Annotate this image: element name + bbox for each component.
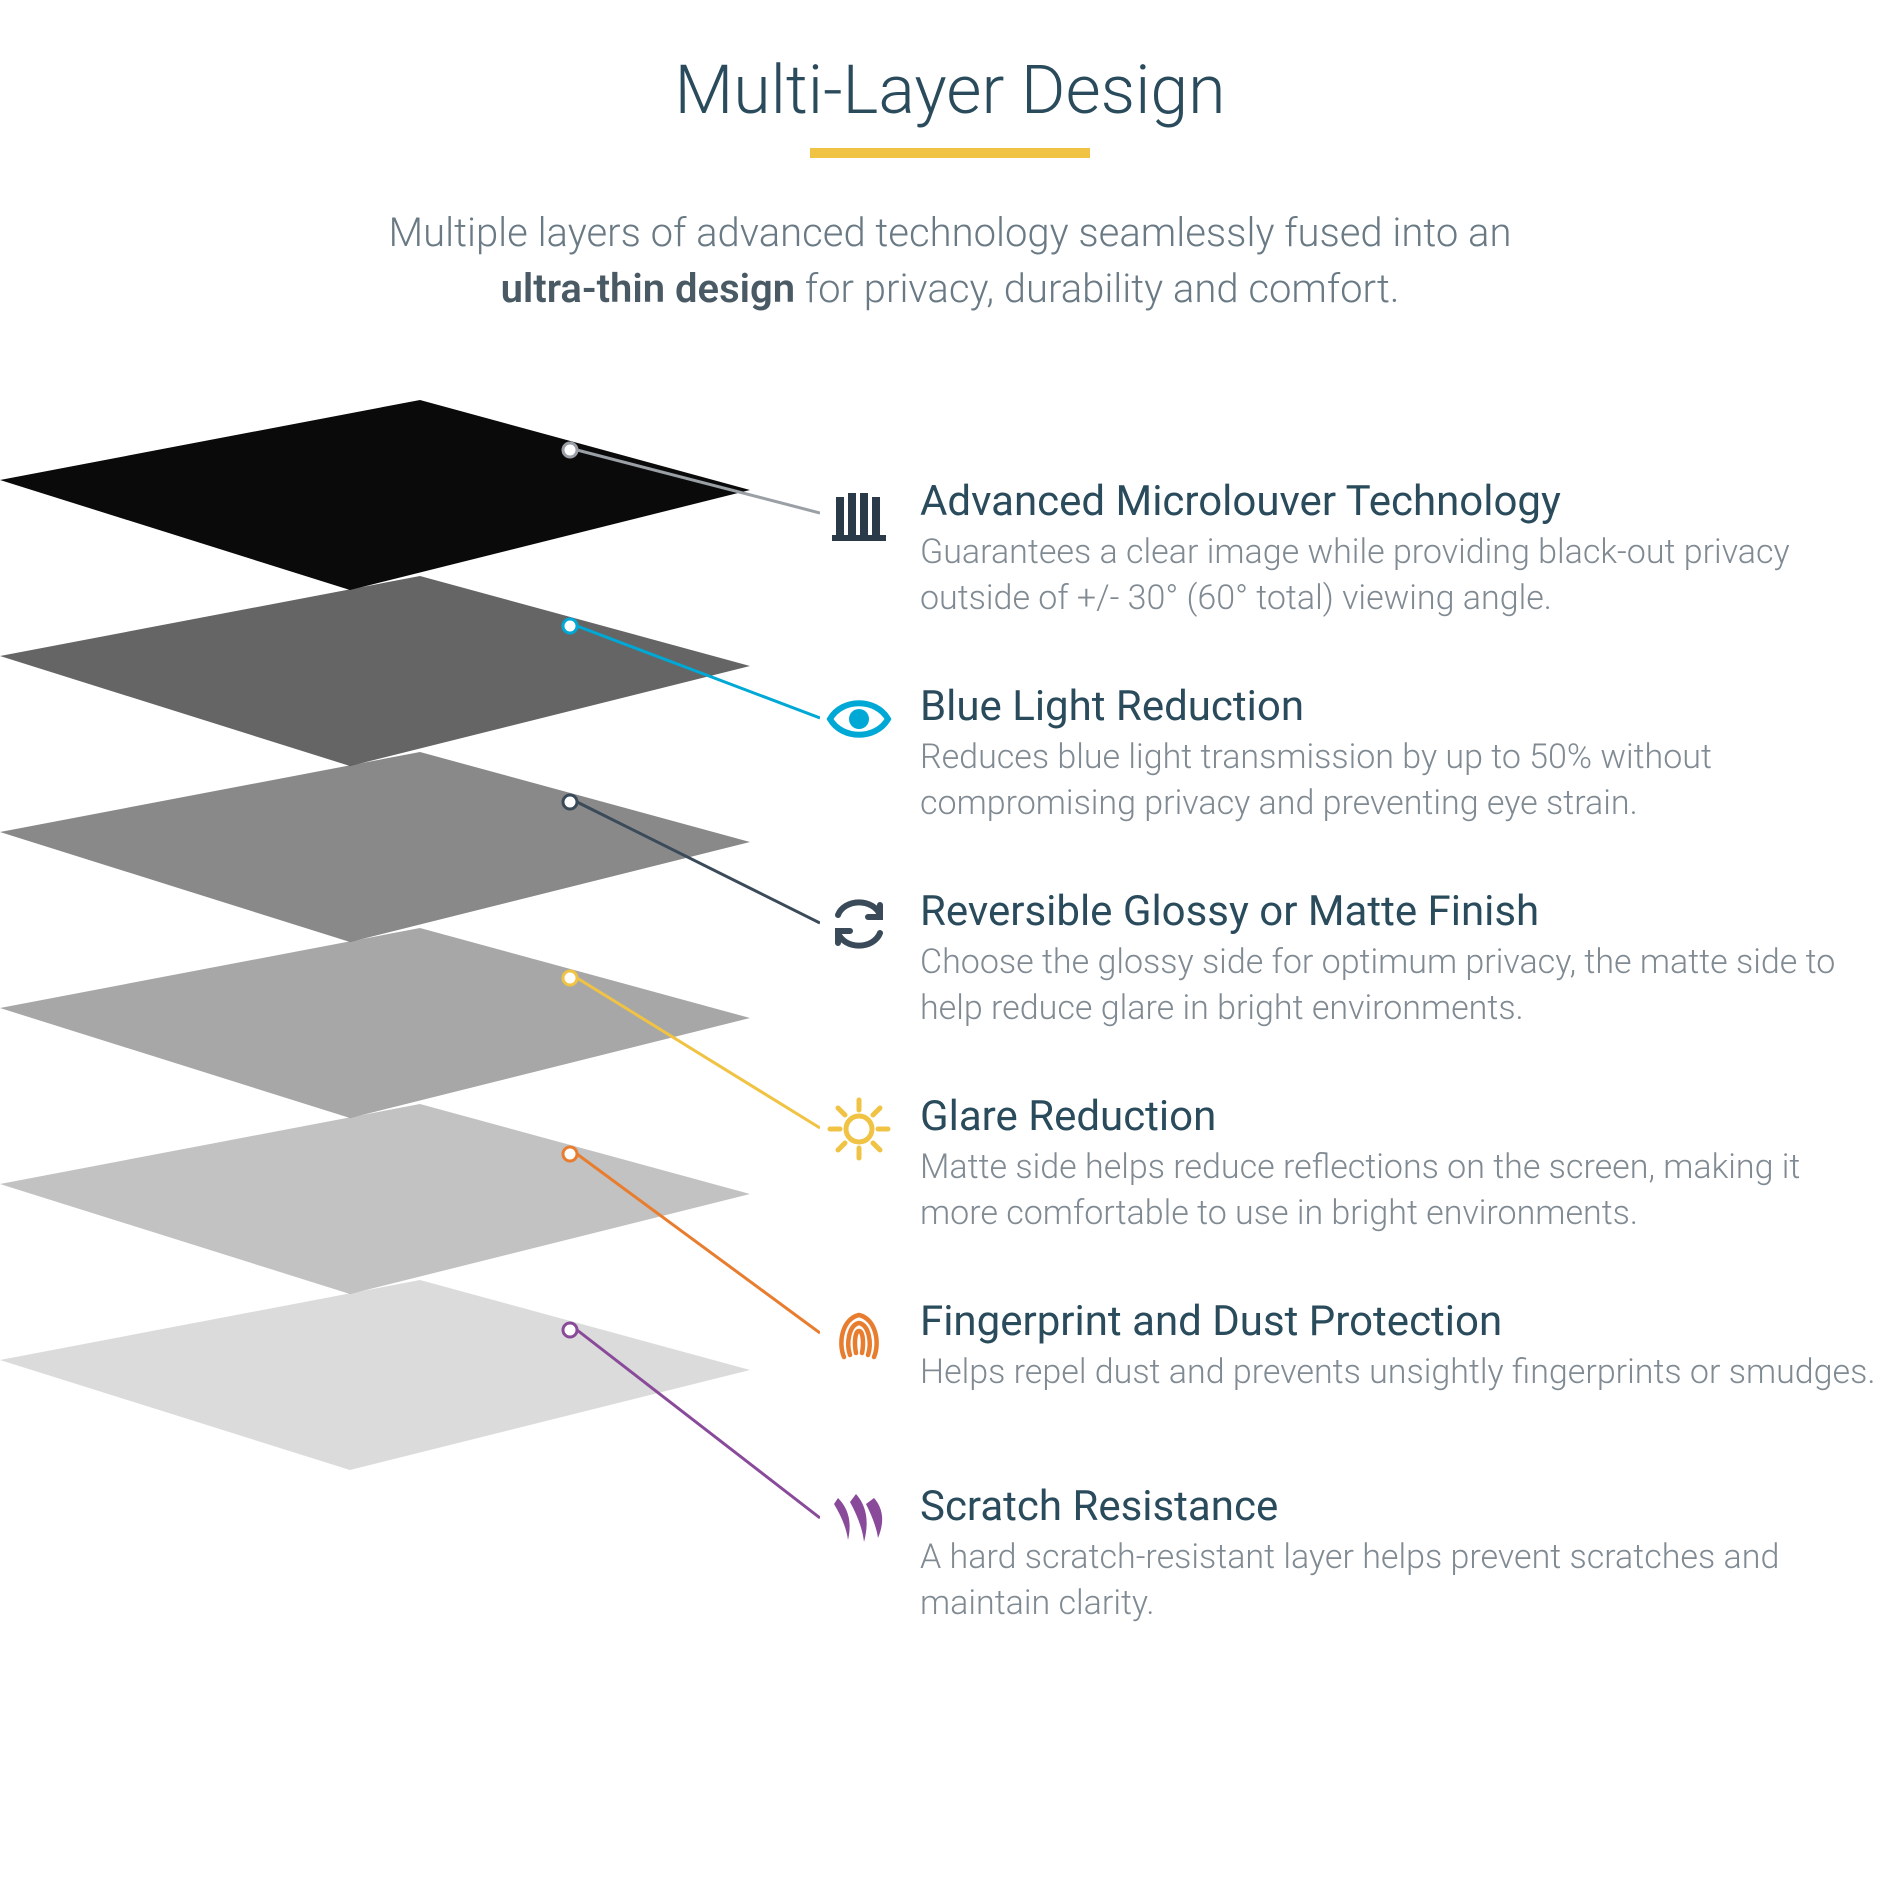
scratch-icon <box>820 1480 898 1558</box>
feature-title: Glare Reduction <box>920 1092 1880 1141</box>
feature-row: Fingerprint and Dust Protection Helps re… <box>820 1295 1880 1480</box>
reverse-icon <box>820 885 898 963</box>
microlouver-icon <box>820 475 898 553</box>
feature-title: Advanced Microlouver Technology <box>920 477 1880 526</box>
feature-column: Advanced Microlouver Technology Guarante… <box>820 475 1880 1675</box>
feature-desc: Reduces blue light transmission by up to… <box>920 735 1880 827</box>
feature-text: Reversible Glossy or Matte Finish Choose… <box>920 885 1880 1032</box>
fingerprint-icon <box>820 1295 898 1373</box>
title-underline <box>810 148 1090 158</box>
feature-desc: A hard scratch-resistant layer helps pre… <box>920 1535 1880 1627</box>
feature-desc: Helps repel dust and prevents unsightly … <box>920 1350 1880 1396</box>
subtitle-pre: Multiple layers of advanced technology s… <box>389 209 1512 256</box>
eye-icon <box>820 680 898 758</box>
feature-row: Glare Reduction Matte side helps reduce … <box>820 1090 1880 1295</box>
feature-title: Fingerprint and Dust Protection <box>920 1297 1880 1346</box>
feature-desc: Choose the glossy side for optimum priva… <box>920 940 1880 1032</box>
feature-title: Reversible Glossy or Matte Finish <box>920 887 1880 936</box>
feature-row: Blue Light Reduction Reduces blue light … <box>820 680 1880 885</box>
feature-text: Blue Light Reduction Reduces blue light … <box>920 680 1880 827</box>
feature-text: Advanced Microlouver Technology Guarante… <box>920 475 1880 622</box>
page-title: Multi-Layer Design <box>0 50 1900 130</box>
feature-desc: Matte side helps reduce reflections on t… <box>920 1145 1880 1237</box>
feature-row: Reversible Glossy or Matte Finish Choose… <box>820 885 1880 1090</box>
feature-text: Scratch Resistance A hard scratch-resist… <box>920 1480 1880 1627</box>
feature-title: Blue Light Reduction <box>920 682 1880 731</box>
feature-row: Scratch Resistance A hard scratch-resist… <box>820 1480 1880 1675</box>
feature-text: Glare Reduction Matte side helps reduce … <box>920 1090 1880 1237</box>
layers-diagram <box>0 400 820 1800</box>
feature-desc: Guarantees a clear image while providing… <box>920 530 1880 622</box>
feature-title: Scratch Resistance <box>920 1482 1880 1531</box>
feature-row: Advanced Microlouver Technology Guarante… <box>820 475 1880 680</box>
sun-icon <box>820 1090 898 1168</box>
feature-text: Fingerprint and Dust Protection Helps re… <box>920 1295 1880 1396</box>
subtitle-post: for privacy, durability and comfort. <box>795 265 1399 312</box>
subtitle-strong: ultra-thin design <box>501 265 796 312</box>
page-subtitle: Multiple layers of advanced technology s… <box>0 205 1900 317</box>
